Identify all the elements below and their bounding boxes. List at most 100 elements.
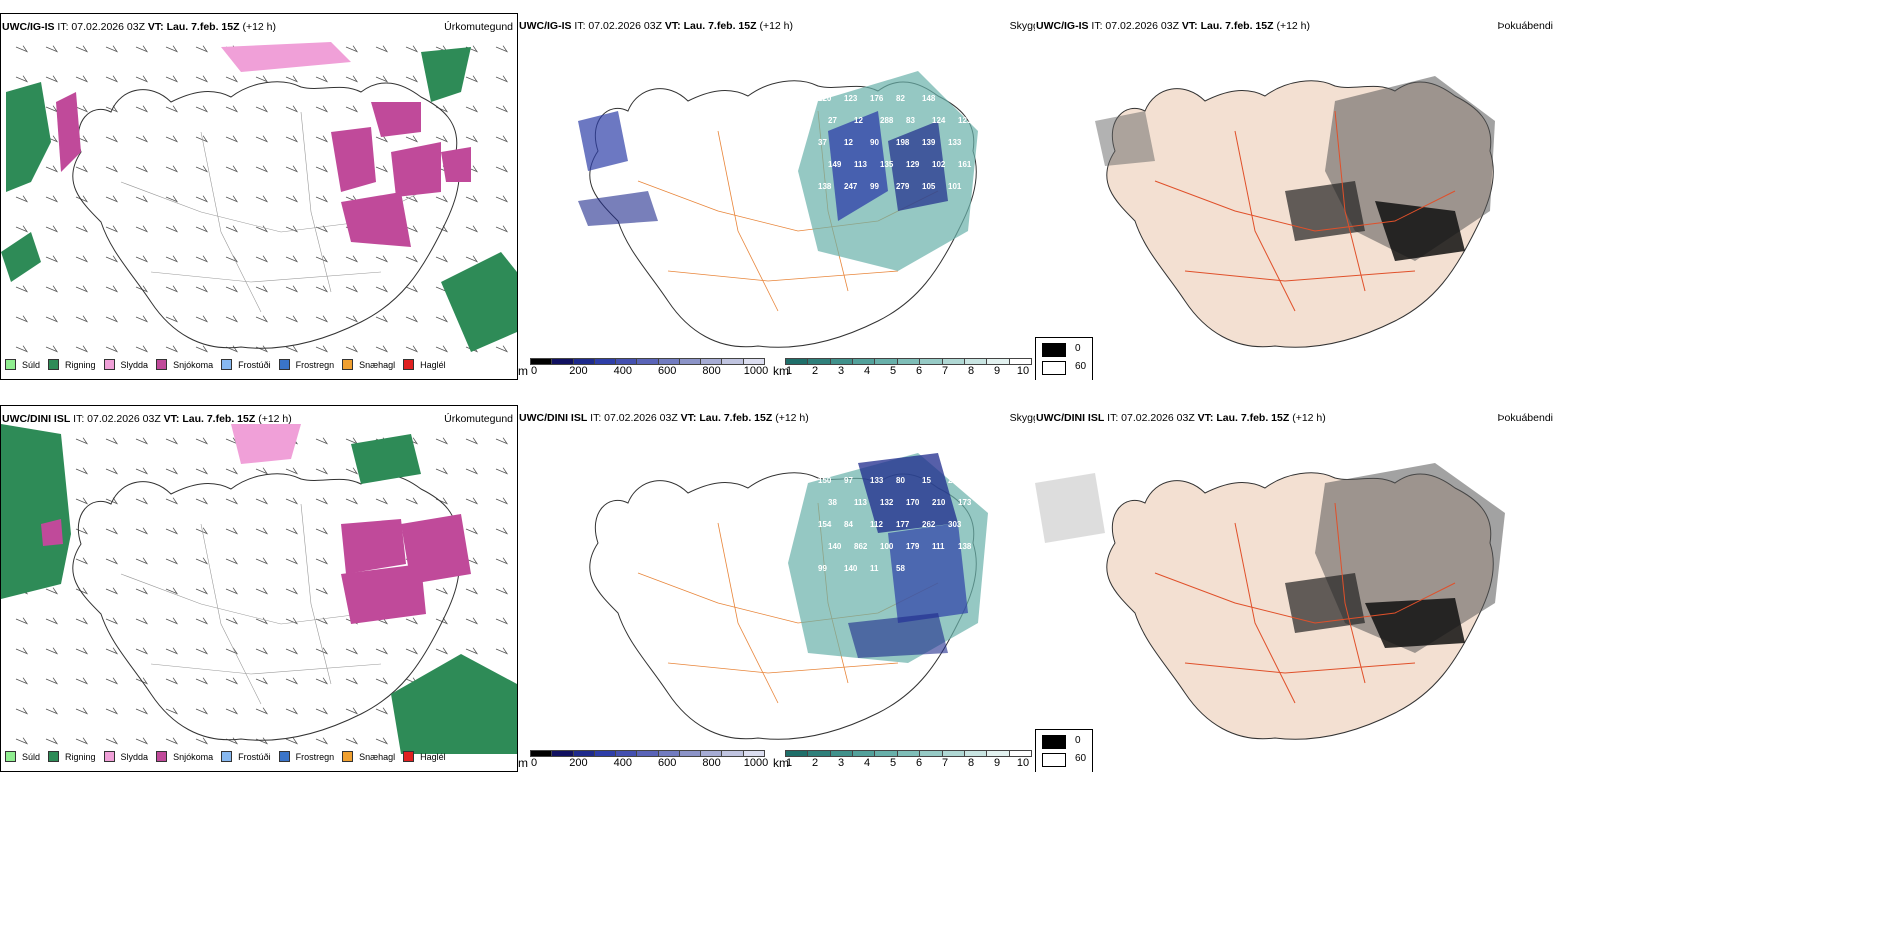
- legend-label: Snjókoma: [173, 359, 214, 370]
- cloud-base-map: 120 123 176 82 148 96 27 12 288 83 124 123 37 12 90 198…: [578, 71, 978, 348]
- wind-barb: [105, 647, 119, 655]
- wind-barb: [195, 467, 209, 475]
- legend-label: Rigning: [65, 751, 96, 762]
- wind-barb: [255, 225, 269, 233]
- map-value-label: 176: [870, 94, 884, 103]
- wind-barb: [135, 135, 149, 143]
- wind-barb: [495, 45, 509, 53]
- wind-barb: [285, 617, 299, 625]
- wind-barb: [285, 647, 299, 655]
- valid-time: VT: Lau. 7.feb. 15Z: [147, 21, 240, 33]
- wind-barb: [105, 677, 119, 685]
- map-value-label: 101: [948, 182, 962, 191]
- wind-barb: [345, 45, 359, 53]
- wind-barb: [105, 195, 119, 203]
- wind-barb: [45, 75, 59, 83]
- wind-barb: [195, 315, 209, 323]
- map-value-label: 140: [844, 564, 858, 573]
- wind-barb: [75, 345, 89, 353]
- wind-barb: [75, 195, 89, 203]
- wind-barb: [375, 497, 389, 505]
- colorbar-segment: [896, 750, 921, 757]
- legend-label: Slydda: [120, 359, 149, 370]
- map-value-labels: 150 97 133 80 15 24 38 113 132 170 210 173 154 84 112 1…: [818, 476, 972, 573]
- wind-barb: [165, 707, 179, 715]
- map-value-label: 303: [948, 520, 962, 529]
- wind-barb: [345, 677, 359, 685]
- wind-barb: [435, 345, 449, 353]
- wind-barb: [15, 75, 29, 83]
- precip-type-panel-row2: UWC/DINI ISL IT: 07.02.2026 03Z VT: Lau.…: [0, 405, 518, 772]
- colorbar-segment: [615, 358, 638, 365]
- colorbar-segment: [1008, 358, 1032, 365]
- legend-item: Rigning: [48, 359, 96, 370]
- wind-barb: [255, 647, 269, 655]
- colorbar-segment: [963, 750, 988, 757]
- legend-item: Frostregn: [278, 359, 334, 370]
- map-value-label: 102: [932, 160, 946, 169]
- wind-barb: [195, 345, 209, 353]
- cloud-base-areas: [788, 453, 988, 663]
- wind-barb: [375, 647, 389, 655]
- map-value-label: 24: [948, 476, 957, 485]
- wind-barb: [465, 467, 479, 475]
- wind-barb: [405, 617, 419, 625]
- wind-barb: [45, 677, 59, 685]
- wind-barb: [165, 677, 179, 685]
- wind-barb: [285, 345, 299, 353]
- map-value-label: 38: [828, 498, 837, 507]
- wind-barb: [195, 707, 209, 715]
- wind-barb: [315, 255, 329, 263]
- wind-barb: [135, 75, 149, 83]
- wind-barb: [225, 557, 239, 565]
- map-value-label: 154: [818, 520, 832, 529]
- valid-time: VT: Lau. 7.feb. 15Z: [1197, 412, 1290, 424]
- valid-time: VT: Lau. 7.feb. 15Z: [1181, 20, 1274, 32]
- model-name: UWC/DINI ISL: [1036, 412, 1105, 424]
- model-name: UWC/IG-IS: [1036, 20, 1089, 32]
- wind-barb: [105, 557, 119, 565]
- wind-barb: [465, 557, 479, 565]
- wind-barb: [135, 737, 149, 745]
- wind-barb: [15, 707, 29, 715]
- colorbar-segment: [572, 358, 595, 365]
- colorbar-segment: [785, 358, 809, 365]
- wind-barb: [225, 467, 239, 475]
- wind-barb: [225, 195, 239, 203]
- wind-barb: [465, 195, 479, 203]
- panel-title: UWC/DINI ISL IT: 07.02.2026 03Z VT: Lau.…: [2, 413, 292, 425]
- wind-barb: [345, 437, 359, 445]
- colorbar-tick-label: 4: [863, 757, 871, 769]
- precip-areas: [1, 42, 517, 352]
- wind-barb: [405, 255, 419, 263]
- wind-barb: [375, 315, 389, 323]
- colorbar-tick-label: 1000: [743, 757, 769, 769]
- wind-barb: [285, 737, 299, 745]
- wind-barb: [45, 587, 59, 595]
- fog-legend-label: 0: [1075, 735, 1081, 746]
- map-value-label: 288: [880, 116, 894, 125]
- wind-barb: [315, 105, 329, 113]
- wind-barb: [15, 285, 29, 293]
- precip-areas: [1, 424, 517, 754]
- wind-barb: [375, 285, 389, 293]
- map-value-label: 15: [922, 476, 931, 485]
- wind-barb: [75, 315, 89, 323]
- wind-barb: [165, 647, 179, 655]
- wind-barb: [165, 45, 179, 53]
- map-value-label: 105: [922, 182, 936, 191]
- legend-item: Slydda: [103, 359, 149, 370]
- wind-barb: [435, 647, 449, 655]
- wind-barb: [135, 315, 149, 323]
- wind-barb: [255, 497, 269, 505]
- wind-barb: [375, 677, 389, 685]
- wind-barb: [105, 617, 119, 625]
- panel-name: Úrkomutegund: [444, 413, 513, 425]
- colorbar-tick-label: 9: [993, 365, 1001, 377]
- panel-name: Þokuábendi: [1497, 20, 1553, 32]
- map-value-label: 82: [896, 94, 905, 103]
- legend-swatch: [5, 751, 16, 762]
- wind-barb: [435, 135, 449, 143]
- colorbar-segment: [636, 750, 659, 757]
- panel-name: Þokuábendi: [1497, 412, 1553, 424]
